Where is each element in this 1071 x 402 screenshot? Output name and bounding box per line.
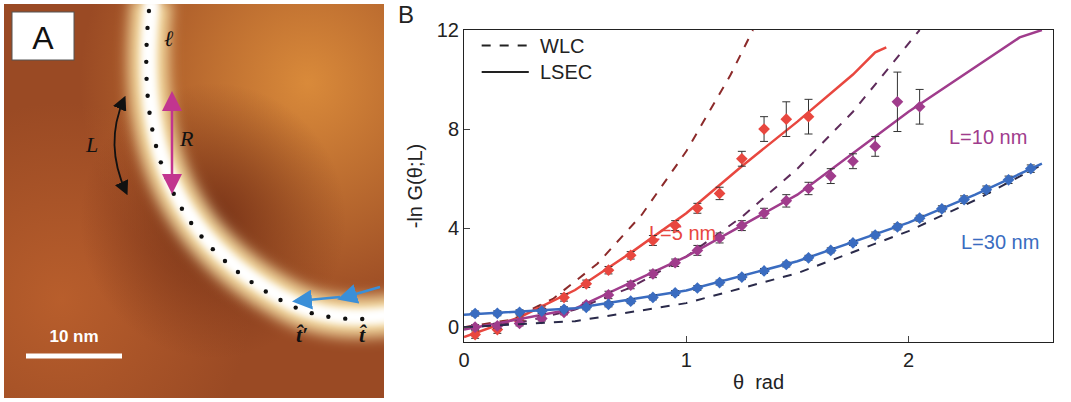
svg-text:R: R [179,126,194,151]
svg-text:4: 4 [448,217,459,239]
svg-text:t̂′: t̂′ [296,322,308,347]
svg-text:1: 1 [681,349,692,371]
svg-text:ℓ: ℓ [164,26,174,51]
svg-text:LSEC: LSEC [540,61,592,83]
svg-text:L=30 nm: L=30 nm [961,231,1039,253]
svg-text:L=5 nm: L=5 nm [649,222,716,244]
svg-text:L: L [85,132,98,157]
svg-text:t̂: t̂ [359,322,368,347]
svg-text:2: 2 [903,349,914,371]
svg-text:A: A [32,20,54,56]
svg-text:-ln G(θ;L): -ln G(θ;L) [404,144,426,228]
svg-text:8: 8 [448,118,459,140]
svg-text:θ rad: θ rad [733,371,784,393]
svg-text:WLC: WLC [540,35,584,57]
svg-text:0: 0 [448,316,459,338]
svg-text:L=10 nm: L=10 nm [949,126,1027,148]
svg-text:B: B [398,1,414,28]
svg-text:10 nm: 10 nm [49,327,98,346]
svg-text:12: 12 [437,19,459,41]
svg-text:0: 0 [458,349,469,371]
